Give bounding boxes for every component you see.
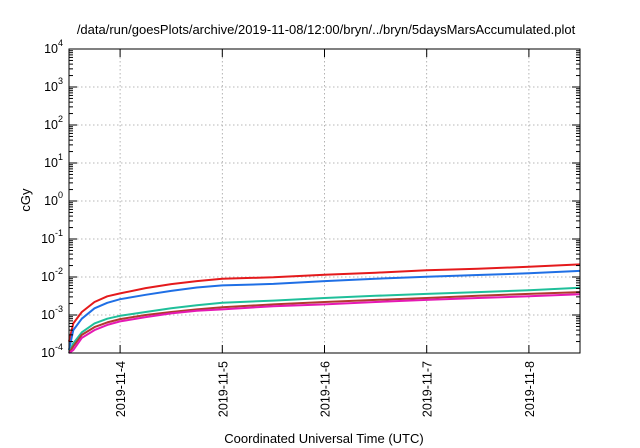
- series-line-5: [68, 293, 581, 354]
- y-tick-label: 10-1: [41, 228, 63, 246]
- chart-title: /data/run/goesPlots/archive/2019-11-08/1…: [77, 22, 576, 37]
- x-axis-ticks: 2019-11-4 2019-11-5 2019-11-6 2019-11-7 2019…: [114, 49, 537, 417]
- x-tick-label: 2019-11-8: [523, 361, 537, 417]
- data-series: [68, 263, 581, 354]
- x-axis-label: Coordinated Universal Time (UTC): [224, 431, 423, 446]
- x-tick-label: 2019-11-4: [114, 361, 128, 417]
- y-tick-label: 10-2: [41, 266, 63, 284]
- series-line-1: [68, 263, 581, 342]
- grid-lines: [69, 49, 580, 353]
- x-tick-label: 2019-11-6: [319, 361, 333, 417]
- y-tick-label: 10-4: [41, 342, 63, 360]
- y-tick-label: 10-3: [41, 304, 63, 322]
- x-tick-label: 2019-11-5: [216, 361, 230, 417]
- y-axis-label: cGy: [18, 188, 33, 212]
- y-tick-label: 103: [44, 76, 63, 94]
- y-axis-ticks: 104 103 102 101 100 10-1 10-2 10-3 10-4: [41, 38, 580, 360]
- y-tick-label: 101: [44, 152, 63, 170]
- x-tick-label: 2019-11-7: [421, 361, 435, 417]
- series-line-2: [68, 269, 581, 351]
- y-tick-label: 102: [44, 114, 63, 132]
- y-tick-label: 100: [44, 190, 63, 208]
- y-tick-label: 104: [44, 38, 63, 56]
- series-line-3: [68, 286, 581, 354]
- series-line-4: [68, 291, 581, 354]
